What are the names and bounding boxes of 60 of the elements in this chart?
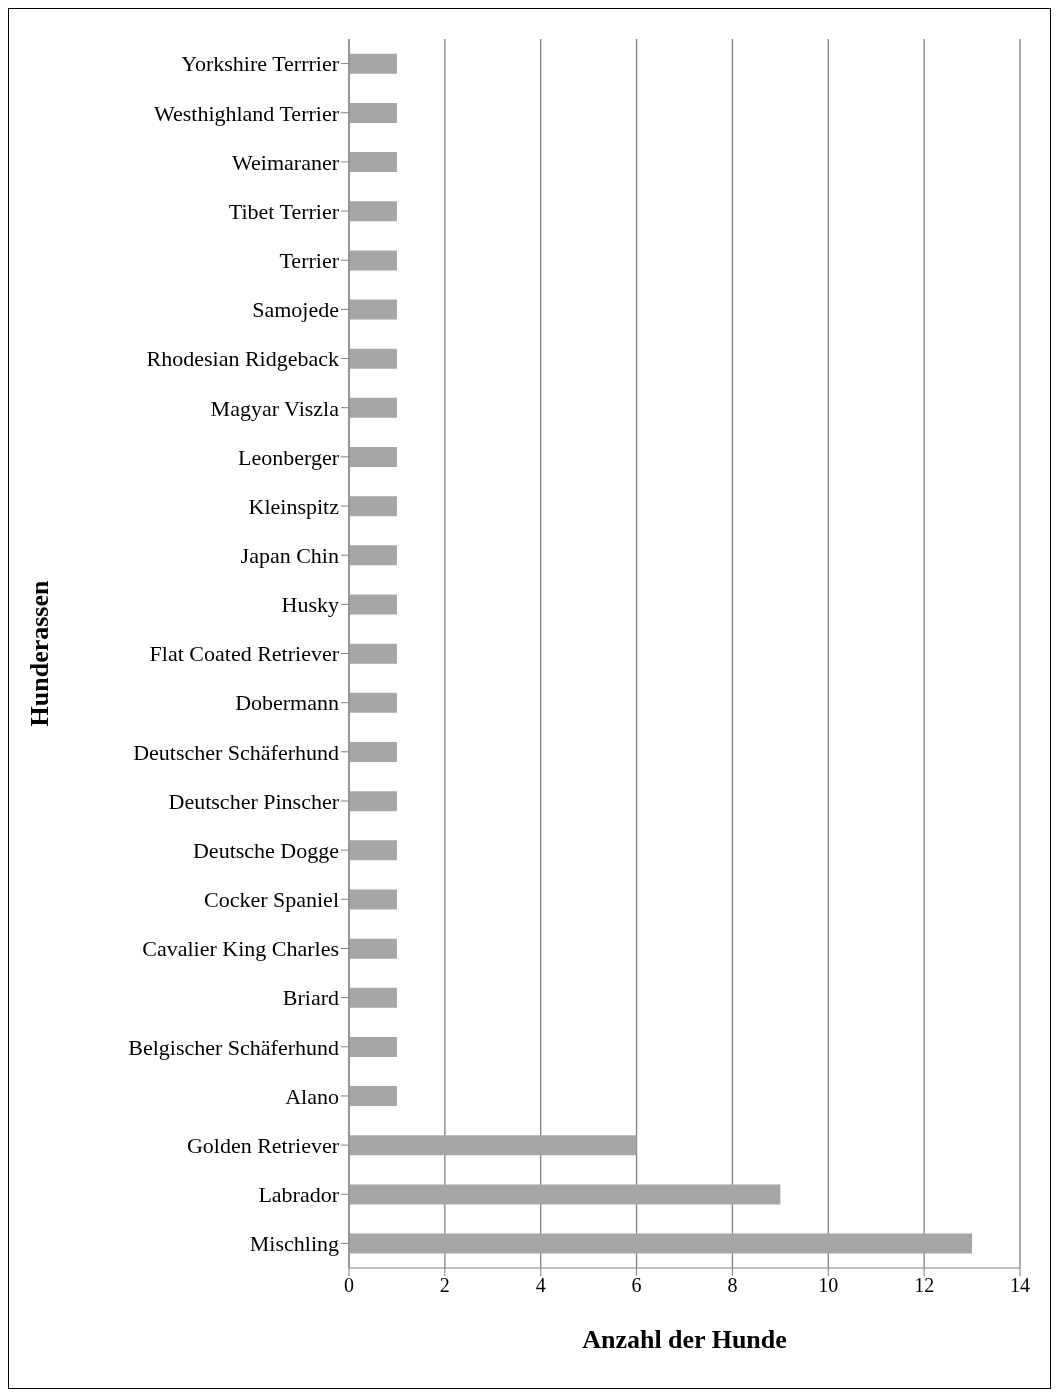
bar: [349, 545, 397, 566]
bar: [349, 102, 397, 123]
bar: [349, 791, 397, 812]
bar: [349, 938, 397, 959]
y-tick-label: Leonberger: [238, 444, 340, 470]
bar: [349, 447, 397, 468]
bar: [349, 299, 397, 320]
bar: [349, 1036, 397, 1057]
x-tick-label: 4: [535, 1274, 546, 1297]
y-axis-title: Hunderassen: [25, 580, 55, 727]
y-tick-label: Kleinspitz: [248, 493, 340, 519]
y-tick-label: Yorkshire Terrrier: [181, 51, 340, 77]
y-tick-label: Belgischer Schäferhund: [128, 1034, 339, 1060]
bar: [349, 1184, 781, 1205]
bar: [349, 152, 397, 173]
y-tick-label: Cavalier King Charles: [142, 936, 339, 962]
y-tick-label: Alano: [285, 1083, 339, 1109]
y-tick-label: Samojede: [252, 297, 339, 323]
y-tick-label: Deutscher Schäferhund: [133, 739, 339, 765]
y-tick-label: Golden Retriever: [186, 1132, 340, 1158]
bar: [349, 1086, 397, 1107]
bar: [349, 692, 397, 713]
y-tick-label: Husky: [281, 592, 339, 618]
bar: [349, 643, 397, 664]
x-tick-label: 2: [439, 1274, 450, 1297]
y-tick-label: Rhodesian Ridgeback: [146, 346, 339, 372]
y-tick-label: Deutscher Pinscher: [168, 788, 340, 814]
x-tick-label: 6: [631, 1274, 642, 1297]
x-tick-label: 12: [914, 1274, 935, 1297]
bar: [349, 1135, 637, 1156]
bar: [349, 741, 397, 762]
x-tick-label: 10: [818, 1274, 839, 1297]
y-tick-label: Deutsche Dogge: [192, 837, 339, 863]
bar: [349, 1233, 973, 1254]
y-tick-label: Magyar Viszla: [210, 395, 340, 421]
y-tick-label: Flat Coated Retriever: [149, 641, 340, 667]
bar: [349, 889, 397, 910]
y-tick-label: Dobermann: [235, 690, 339, 716]
y-tick-label: Cocker Spaniel: [203, 887, 339, 913]
y-tick-label: Terrier: [279, 248, 340, 274]
y-tick-label: Briard: [282, 985, 339, 1011]
y-tick-label: Labrador: [258, 1182, 340, 1208]
x-tick-label: 0: [344, 1274, 354, 1297]
x-axis-title: Anzahl der Hunde: [582, 1325, 787, 1354]
y-tick-label: Westhighland Terrier: [153, 100, 340, 126]
x-tick-label: 14: [1010, 1274, 1030, 1297]
y-tick-label: Weimaraner: [232, 149, 340, 175]
x-tick-label: 8: [727, 1274, 738, 1297]
bar: [349, 496, 397, 517]
bar: [349, 594, 397, 615]
bar: [349, 987, 397, 1008]
bar: [349, 201, 397, 222]
bar: [349, 840, 397, 861]
y-tick-label: Tibet Terrier: [228, 198, 340, 224]
bar: [349, 250, 397, 271]
y-tick-label: Mischling: [249, 1231, 339, 1257]
y-tick-label: Japan Chin: [240, 542, 339, 568]
bar: [349, 348, 397, 369]
bar: [349, 53, 397, 74]
bar: [349, 397, 397, 418]
